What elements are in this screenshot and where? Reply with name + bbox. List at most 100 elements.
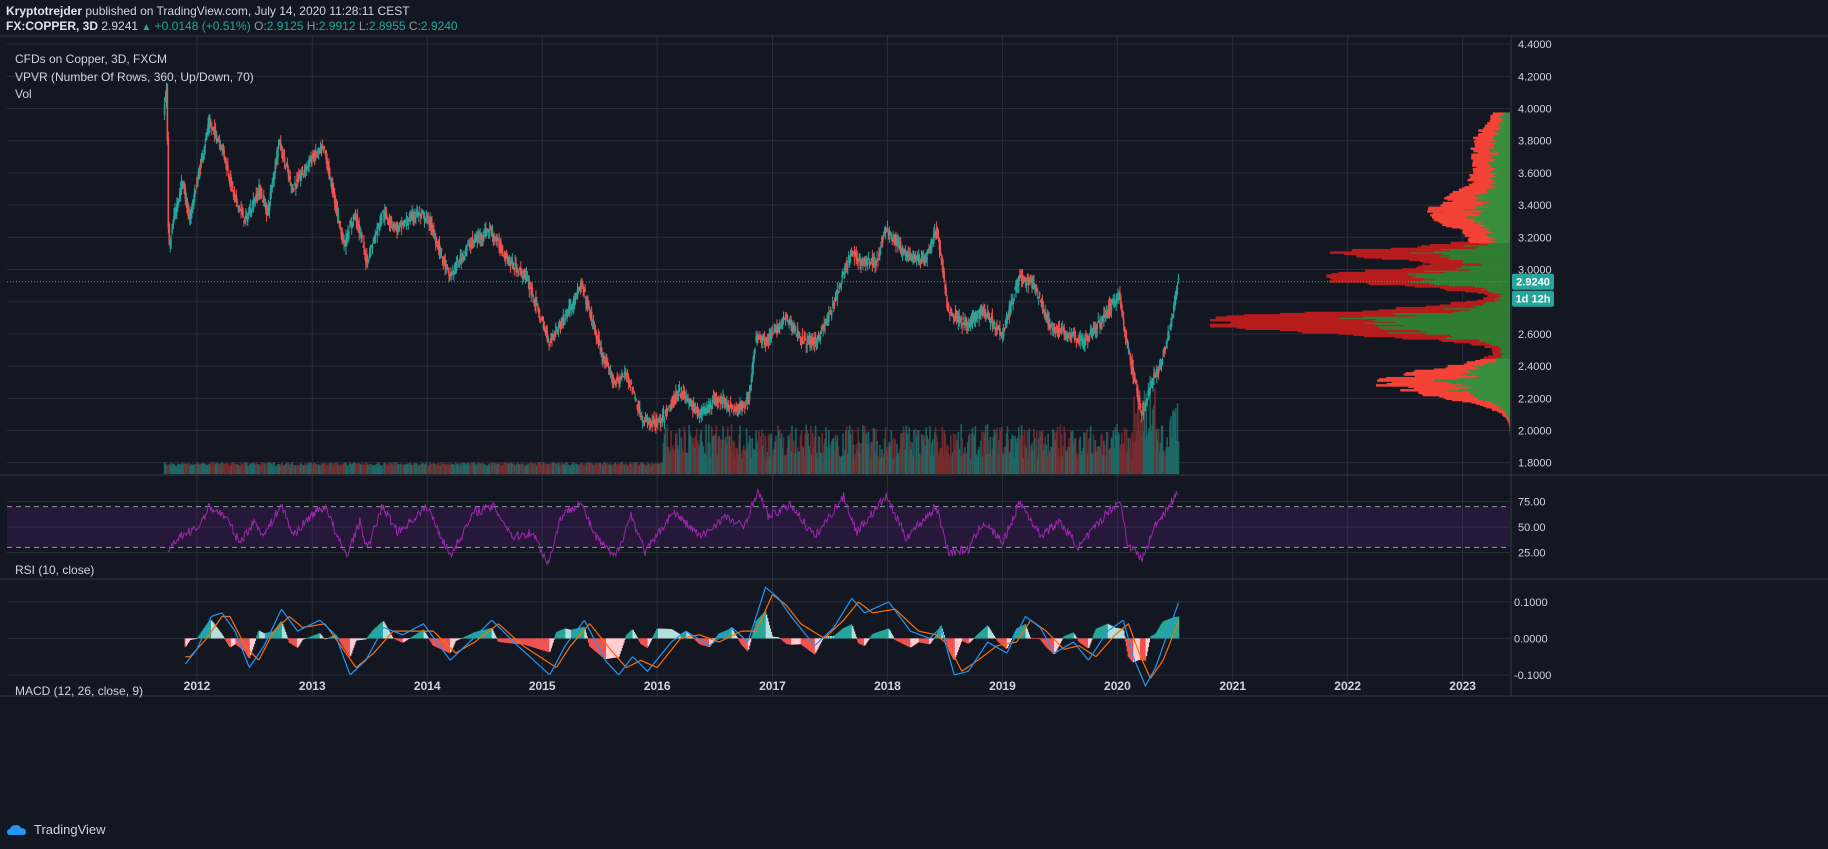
rsi-legend[interactable]: RSI (10, close): [15, 563, 95, 577]
volume-bar: [419, 464, 422, 474]
volume-bar: [365, 462, 367, 474]
candle-body: [1175, 288, 1178, 298]
volume-legend[interactable]: Vol: [15, 87, 32, 101]
candle-body: [216, 138, 219, 140]
volume-bar: [974, 426, 977, 474]
candle-body: [927, 252, 929, 254]
candle-body: [892, 234, 894, 240]
candle-body: [186, 198, 189, 214]
candle-body: [803, 336, 806, 339]
candle-body: [589, 313, 592, 320]
macd-histogram-bar: [544, 638, 547, 652]
volume-bar: [405, 463, 408, 474]
volume-bar: [777, 430, 780, 474]
macd-histogram-bar: [1019, 626, 1022, 639]
candle-body: [757, 336, 759, 340]
macd-histogram-bar: [724, 631, 726, 639]
candle-body: [1019, 274, 1022, 276]
volume-bar: [193, 464, 195, 474]
macd-legend[interactable]: MACD (12, 26, close, 9): [15, 684, 144, 698]
candle-body: [773, 329, 775, 333]
macd-histogram-bar: [509, 638, 512, 644]
volume-bar: [319, 465, 322, 474]
macd-histogram-bar: [694, 638, 697, 641]
volume-bar: [723, 447, 725, 474]
macd-histogram-bar: [389, 633, 392, 639]
volume-bar: [849, 434, 852, 474]
candle-body: [1083, 339, 1085, 343]
macd-histogram-bar: [1011, 637, 1013, 639]
candle-body: [486, 228, 489, 232]
volume-bar: [474, 465, 477, 474]
macd-histogram-bar: [250, 638, 253, 653]
candle-body: [747, 398, 750, 402]
candle-body: [584, 289, 586, 292]
macd-histogram-bar: [924, 638, 927, 644]
macd-histogram-bar: [327, 638, 329, 639]
author-name[interactable]: Kryptotrejder: [6, 4, 83, 18]
volume-bar: [516, 463, 518, 474]
main-pane-title: CFDs on Copper, 3D, FXCM: [15, 52, 168, 66]
candle-body: [517, 273, 519, 275]
candle-body: [952, 313, 955, 318]
vpvr-legend[interactable]: VPVR (Number Of Rows, 360, Up/Down, 70): [15, 70, 254, 84]
candle-body: [506, 257, 509, 264]
macd-histogram-bar: [822, 638, 824, 639]
volume-bar: [310, 462, 312, 474]
macd-histogram-bar: [432, 638, 434, 646]
macd-histogram-bar: [576, 628, 579, 639]
candle-body: [235, 195, 238, 201]
volume-bar: [432, 463, 434, 474]
candle-body: [880, 237, 883, 243]
volume-bar: [1053, 432, 1056, 474]
macd-histogram-bar: [907, 638, 910, 647]
candle-body: [1094, 325, 1097, 334]
macd-histogram-bar: [307, 637, 309, 639]
candle-body: [275, 162, 277, 164]
candle-body: [929, 246, 931, 254]
candle-body: [250, 209, 253, 214]
candle-body: [1161, 358, 1164, 365]
volume-bar: [775, 435, 777, 474]
candle-body: [246, 216, 249, 222]
volume-bar: [695, 428, 698, 474]
macd-histogram-bar: [1143, 638, 1146, 661]
macd-histogram-bar: [551, 638, 553, 646]
candle-body: [368, 252, 371, 254]
volume-bar: [1092, 434, 1095, 474]
macd-histogram-bar: [806, 638, 808, 649]
volume-bar: [737, 455, 739, 474]
volume-bar: [359, 463, 361, 474]
volume-bar: [483, 465, 485, 474]
macd-histogram-bar: [719, 633, 721, 639]
candle-body: [708, 403, 710, 409]
volume-bar: [621, 462, 623, 474]
volume-bar: [363, 465, 365, 474]
volume-profile-row-down: [1429, 244, 1464, 247]
volume-bar: [890, 430, 893, 474]
macd-histogram-bar: [426, 635, 429, 639]
volume-bar: [200, 464, 203, 474]
candle-body: [237, 205, 240, 209]
volume-bar: [1057, 448, 1060, 474]
macd-histogram-bar: [634, 633, 636, 639]
volume-bar: [437, 462, 440, 474]
volume-bar: [295, 465, 297, 474]
volume-bar: [803, 456, 806, 474]
candle-body: [986, 312, 989, 317]
macd-histogram-bar: [740, 638, 742, 644]
candle-body: [1052, 327, 1054, 331]
macd-histogram-bar: [938, 628, 941, 639]
macd-histogram-bar: [829, 636, 831, 639]
candle-body: [394, 225, 396, 230]
symbol-label[interactable]: FX:COPPER, 3D: [6, 19, 99, 33]
footer-brand[interactable]: TradingView: [34, 822, 106, 837]
volume-bar: [837, 446, 840, 474]
volume-bar: [331, 465, 334, 474]
macd-histogram-bar: [1111, 626, 1114, 639]
candle-body: [727, 406, 730, 408]
macd-histogram-bar: [1157, 628, 1160, 639]
volume-bar: [1068, 438, 1070, 474]
volume-bar: [216, 463, 219, 474]
